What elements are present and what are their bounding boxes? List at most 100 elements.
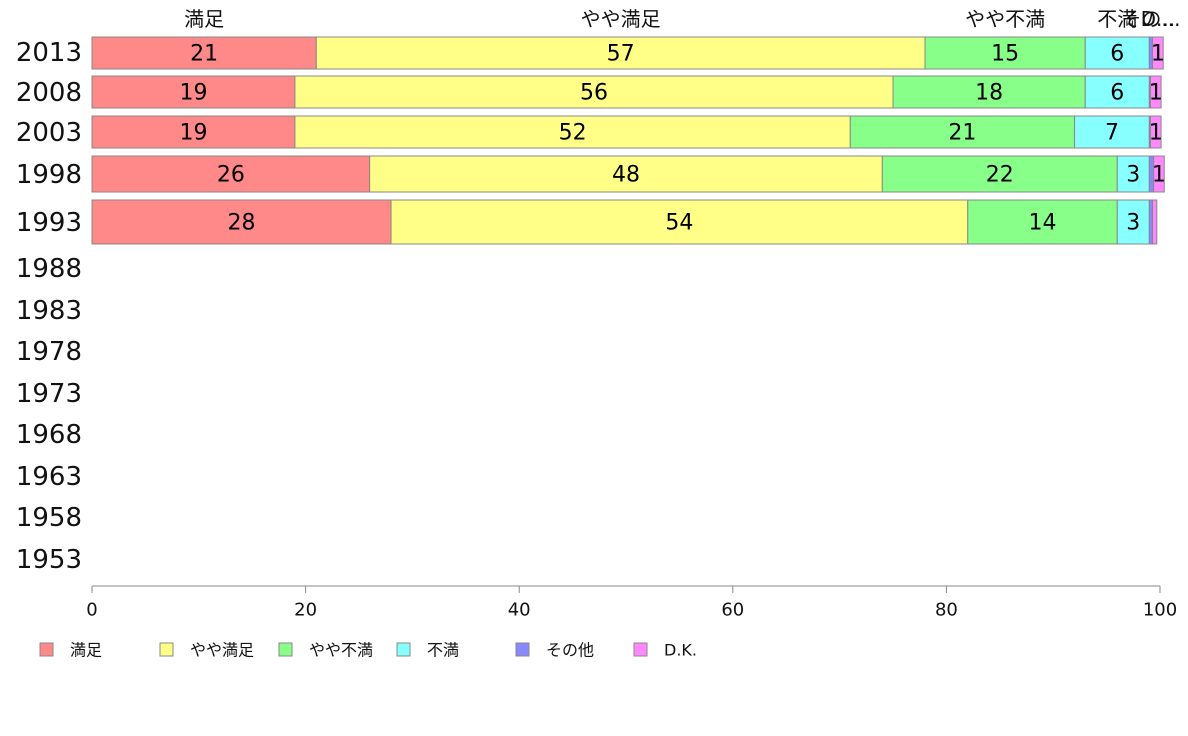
data-label: 3 — [1126, 211, 1140, 236]
bar-segment — [1149, 115, 1162, 149]
data-label: 26 — [217, 163, 245, 188]
bar-segment — [91, 115, 296, 149]
year-label-1993: 1993 — [16, 208, 82, 238]
x-tick-label: 20 — [294, 600, 317, 621]
bars: 21 57 15 6 119 56 18 6 119 52 21 7 126 48 22 3 128 54 14 3 — [91, 36, 1166, 245]
legend-swatch — [515, 642, 530, 657]
x-tick-label: 0 — [86, 600, 97, 621]
data-label: 3 — [1126, 163, 1140, 188]
bar-segment — [1152, 36, 1164, 70]
data-label: 1 — [1149, 121, 1163, 146]
data-label: 1 — [1149, 81, 1163, 106]
data-label: 6 — [1110, 81, 1124, 106]
bar-row-2008: 19 56 18 6 1 — [91, 75, 1163, 109]
year-label-1988: 1988 — [16, 254, 82, 284]
legend-label: その他 — [546, 641, 594, 660]
bar-segment — [1153, 155, 1165, 193]
data-label: 22 — [986, 163, 1014, 188]
bar-segment — [91, 155, 371, 193]
bar-row-2003: 19 52 21 7 1 — [91, 115, 1163, 149]
bar-row-2013: 21 57 15 6 1 — [91, 36, 1165, 70]
bar-segment — [1084, 36, 1150, 70]
bar-segment — [1149, 75, 1162, 109]
legend-swatch — [278, 642, 293, 657]
x-tick-label: 60 — [721, 600, 744, 621]
bar-segment — [1074, 115, 1150, 149]
bar-segment — [849, 115, 1076, 149]
legend-item: その他 — [515, 641, 594, 660]
top-series-labels: 満足 やや満足 やや不満 不満その...D... — [184, 7, 1180, 31]
data-label: 48 — [612, 163, 640, 188]
bar-segment — [881, 155, 1118, 193]
legend-swatch — [39, 642, 54, 657]
year-label-1998: 1998 — [16, 160, 82, 190]
data-label: 21 — [190, 42, 218, 67]
data-label: 18 — [975, 81, 1003, 106]
data-label: 54 — [665, 211, 693, 236]
data-label: 7 — [1105, 121, 1119, 146]
data-label: 52 — [559, 121, 587, 146]
legend-item: 不満 — [396, 641, 459, 660]
data-label: 6 — [1110, 42, 1124, 67]
top-series-label: 満足 — [184, 7, 224, 31]
x-axis: 0 20 40 60 80 100 — [86, 585, 1177, 621]
year-label-2003: 2003 — [16, 118, 82, 148]
data-label: 14 — [1029, 211, 1057, 236]
legend-label: D.K. — [664, 641, 697, 660]
bar-segment — [91, 75, 296, 109]
legend-label: 満足 — [70, 641, 102, 660]
top-series-label: D... — [1141, 7, 1175, 31]
year-label-2013: 2013 — [16, 38, 82, 68]
data-label: 19 — [179, 121, 207, 146]
year-label-1978: 1978 — [16, 337, 82, 367]
year-label-1963: 1963 — [16, 462, 82, 492]
year-label-1968: 1968 — [16, 420, 82, 450]
data-label: 1 — [1151, 42, 1165, 67]
top-series-label: やや満足 — [581, 7, 661, 31]
bar-segment — [1084, 75, 1150, 109]
legend-swatch — [396, 642, 411, 657]
legend: 満足 やや満足 やや不満 不満 その他 D.K. — [39, 641, 697, 660]
year-label-1953: 1953 — [16, 545, 82, 575]
data-label: 21 — [948, 121, 976, 146]
year-label-1983: 1983 — [16, 296, 82, 326]
bar-segment — [967, 199, 1118, 245]
legend-swatch — [633, 642, 648, 657]
legend-label: やや満足 — [190, 641, 254, 660]
bar-segment — [294, 115, 851, 149]
bar-segment — [390, 199, 969, 245]
bar-segment — [369, 155, 883, 193]
top-series-label: その... — [1121, 7, 1180, 31]
legend-item: D.K. — [633, 641, 697, 660]
x-tick-label: 40 — [508, 600, 531, 621]
data-label: 1 — [1152, 163, 1166, 188]
data-label: 57 — [607, 42, 635, 67]
bar-segment — [1116, 155, 1150, 193]
top-series-label: やや不満 — [965, 7, 1045, 31]
top-series-label: 不満 — [1097, 7, 1137, 31]
year-label-1958: 1958 — [16, 503, 82, 533]
x-tick-label: 100 — [1143, 600, 1177, 621]
bar-segment — [91, 36, 317, 70]
legend-swatch — [159, 642, 174, 657]
year-labels: 2013 2008 2003 1998 1993 1988 1983 1978 1973 1968… — [16, 38, 82, 575]
bar-segment — [91, 199, 392, 245]
legend-label: 不満 — [427, 641, 459, 660]
legend-item: 満足 — [39, 641, 102, 660]
data-label: 28 — [228, 211, 256, 236]
bar-segment — [1116, 199, 1150, 245]
x-tick-label: 80 — [935, 600, 958, 621]
legend-item: やや不満 — [278, 641, 373, 660]
data-label: 56 — [580, 81, 608, 106]
year-label-2008: 2008 — [16, 78, 82, 108]
bar-row-1993: 28 54 14 3 — [91, 199, 1158, 245]
year-label-1973: 1973 — [16, 379, 82, 409]
legend-label: やや不満 — [309, 641, 373, 660]
legend-item: やや満足 — [159, 641, 254, 660]
bar-segment — [1152, 199, 1158, 245]
bar-segment — [294, 75, 894, 109]
bar-row-1998: 26 48 22 3 1 — [91, 155, 1166, 193]
data-label: 19 — [179, 81, 207, 106]
data-label: 15 — [991, 42, 1019, 67]
